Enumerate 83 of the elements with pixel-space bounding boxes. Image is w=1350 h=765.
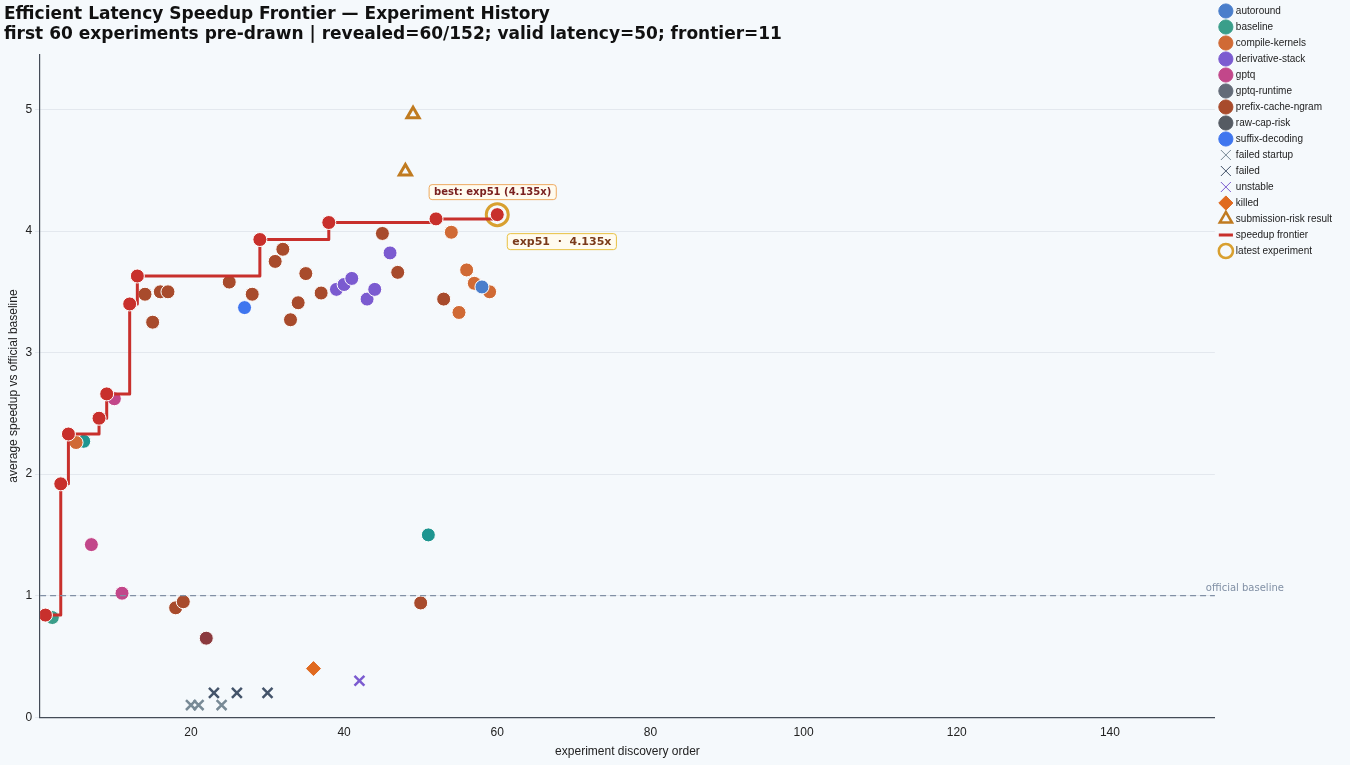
point [53,476,69,492]
x-tick-label: 40 [337,724,352,739]
point [99,386,115,402]
point [252,232,268,248]
point [459,262,475,278]
point [283,312,298,328]
legend-label: derivative-stack [1235,52,1307,64]
legend-label: killed [1235,196,1259,208]
point [321,215,337,231]
x-tick-label: 120 [946,724,968,739]
point [428,211,444,227]
legend-label: gptq-runtime [1235,84,1293,96]
legend-label: raw-cap-risk [1235,116,1292,128]
point [60,426,76,442]
point [122,296,138,312]
point [397,162,413,177]
point [129,268,145,284]
legend-label: prefix-cache-ngram [1235,100,1323,112]
ref-line-label: official baseline [1205,581,1284,593]
y-tick-label: 1 [25,587,33,602]
point [198,630,214,646]
point [420,527,436,543]
y-tick-label: 3 [25,344,33,359]
point [367,281,383,297]
point [207,686,221,700]
point [267,253,283,269]
point [443,224,459,240]
point [474,279,490,295]
y-tick-label: 5 [25,101,33,116]
chart-title: Efficient Latency Speedup Frontier — Experiment History [4,2,550,23]
point [215,698,228,712]
point [237,300,253,316]
point [160,284,176,300]
x-tick-label: 20 [184,724,198,739]
point [298,266,314,282]
legend-label: baseline [1235,20,1274,32]
point [275,241,291,257]
x-tick-label: 100 [793,724,814,739]
point [405,105,421,120]
point [359,291,375,307]
point [382,245,398,261]
point [261,686,274,700]
point [313,285,329,301]
y-axis-title: average speedup vs official baseline [5,289,20,483]
y-tick-label: 4 [25,223,33,238]
point [114,585,130,601]
legend-label: gptq [1235,68,1256,80]
point [145,314,161,330]
point [353,674,366,687]
point [175,594,191,610]
legend-label: compile-kernels [1235,36,1306,48]
annotation: exp51 · 4.135x [512,234,612,248]
point [137,286,153,302]
annotation: best: exp51 (4.135x) [434,186,552,198]
point [290,295,306,311]
x-tick-label: 80 [643,724,658,739]
point [413,595,429,611]
legend-label: speedup frontier [1235,228,1309,240]
point [244,286,260,302]
point [192,698,205,712]
point [451,304,467,320]
legend-label: submission-risk result [1235,212,1333,224]
point [230,686,244,700]
point [83,537,99,553]
legend-label: suffix-decoding [1235,132,1303,144]
point [344,270,360,286]
legend-label: unstable [1235,180,1275,192]
point [374,225,390,241]
point [390,264,406,280]
point [305,661,321,677]
legend-label: failed startup [1235,148,1294,160]
x-tick-label: 60 [490,724,505,739]
x-axis-title: experiment discovery order [555,744,700,759]
legend-label: autoround [1235,4,1281,16]
point [484,202,510,228]
x-tick-label: 140 [1099,724,1121,739]
chart-subtitle: first 60 experiments pre-drawn | revealed=60/152; valid latency=50; frontier=11 [4,23,782,44]
legend-label: failed [1235,164,1260,176]
point [91,410,107,426]
point [436,291,452,307]
legend-label: latest experiment [1235,244,1313,256]
y-tick-label: 0 [25,709,33,724]
y-tick-label: 2 [25,466,33,481]
